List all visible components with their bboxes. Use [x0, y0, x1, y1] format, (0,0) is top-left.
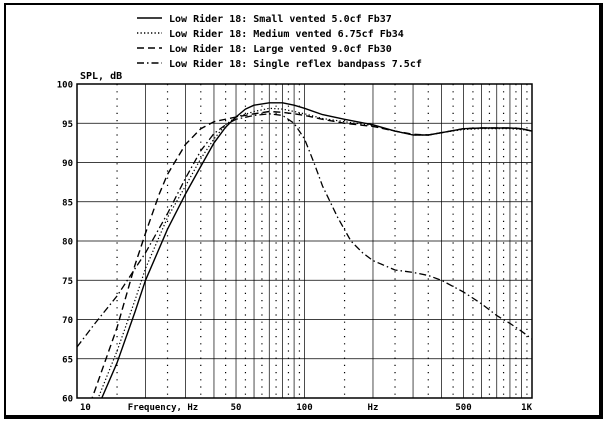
y-tick-label: 100: [57, 81, 73, 91]
y-tick-label: 75: [62, 277, 73, 287]
y-tick-labels: 60 65 70 75 80 85 90 95 100: [57, 81, 73, 405]
series-line-4: [77, 113, 532, 348]
chart-frame: [4, 3, 603, 419]
series-line-3: [91, 110, 532, 398]
legend-label: Low Rider 18: Small vented 5.0cf Fb37: [169, 13, 392, 25]
legend: Low Rider 18: Small vented 5.0cf Fb37 Low…: [137, 13, 422, 70]
x-tick-label: 500: [455, 403, 471, 413]
x-tick-label: 10: [80, 403, 91, 413]
legend-label: Low Rider 18: Medium vented 6.75cf Fb34: [169, 28, 404, 40]
x-tick-label: 50: [231, 403, 242, 413]
x-tick-label: 1K: [521, 403, 532, 413]
y-tick-label: 80: [62, 238, 73, 248]
y-tick-label: 85: [62, 198, 73, 208]
x-tick-label: Hz: [368, 403, 379, 413]
x-tick-labels: 10 50 100 Hz 500 1K: [80, 403, 533, 413]
y-tick-label: 60: [62, 395, 73, 405]
series-line-2: [97, 107, 532, 398]
y-tick-label: 65: [62, 355, 73, 365]
legend-label: Low Rider 18: Large vented 9.0cf Fb30: [169, 43, 392, 55]
x-axis-label: Frequency, Hz: [128, 403, 198, 413]
y-tick-label: 70: [62, 316, 73, 326]
grid: [77, 84, 532, 398]
series-lines: [77, 102, 532, 398]
legend-label: Low Rider 18: Single reflex bandpass 7.5…: [169, 58, 422, 70]
x-tick-label: 100: [296, 403, 312, 413]
y-tick-label: 95: [62, 120, 73, 130]
plot-border: [76, 83, 533, 399]
series-line-1: [101, 102, 532, 398]
y-tick-label: 90: [62, 159, 73, 169]
y-axis-label: SPL, dB: [80, 71, 122, 82]
